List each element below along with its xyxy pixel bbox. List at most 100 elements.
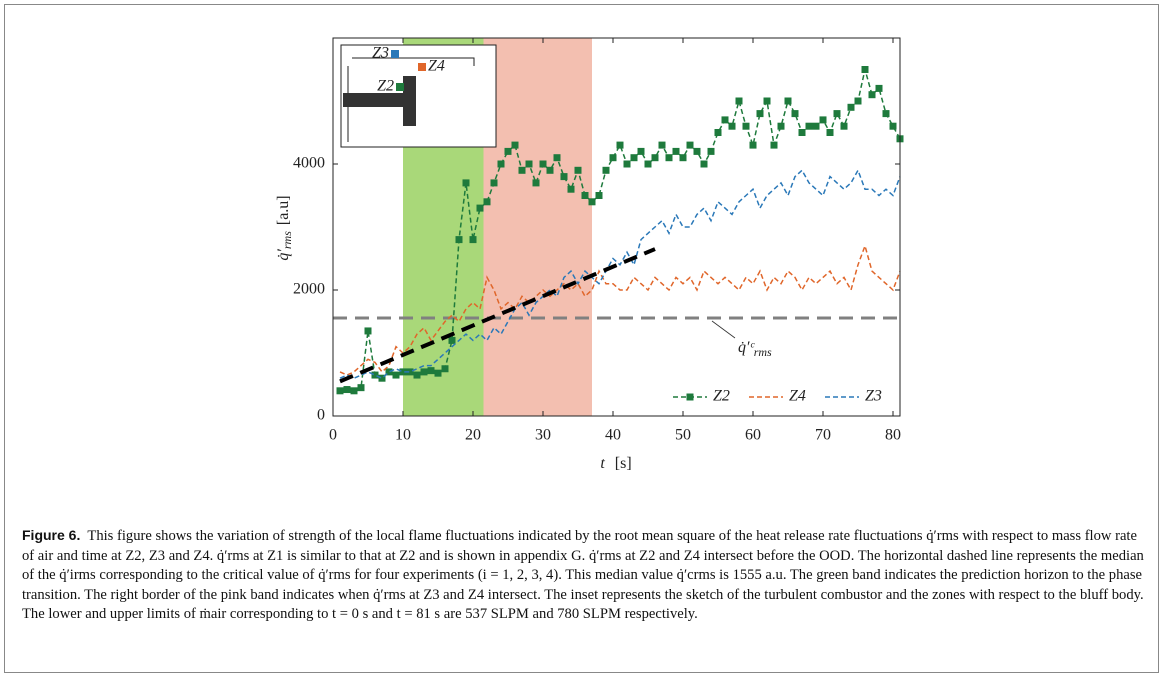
series-marker	[875, 84, 883, 92]
legend-label: Z3	[865, 388, 882, 405]
x-tick-label: 70	[815, 427, 831, 444]
series-marker	[406, 368, 414, 376]
y-label: q̇′rms [a.u]	[275, 195, 294, 260]
series-marker	[742, 122, 750, 130]
y-label-unit: [a.u]	[275, 195, 292, 225]
annotation-arrow	[711, 320, 736, 339]
series-marker	[819, 116, 827, 124]
x-label-unit: [s]	[615, 455, 632, 472]
x-tick-label: 60	[745, 427, 761, 444]
series-marker	[609, 154, 617, 162]
series-marker	[546, 166, 554, 174]
x-label: t [s]	[600, 455, 631, 472]
series-marker	[651, 154, 659, 162]
series-marker	[623, 160, 631, 168]
series-marker	[553, 154, 561, 162]
series-marker	[700, 160, 708, 168]
series-marker	[763, 97, 771, 105]
series-marker	[686, 141, 694, 149]
series-marker	[574, 166, 582, 174]
series-marker	[784, 97, 792, 105]
x-tick-label: 10	[395, 427, 411, 444]
legend-label: Z4	[789, 388, 806, 405]
y-tick-label: 0	[317, 407, 325, 424]
series-marker	[812, 122, 820, 130]
x-tick-label: 80	[885, 427, 901, 444]
series-marker	[588, 198, 596, 206]
series-marker	[357, 384, 365, 392]
series-marker	[336, 387, 344, 395]
x-tick-label: 20	[465, 427, 481, 444]
series-marker	[539, 160, 547, 168]
series-marker	[847, 103, 855, 111]
inset-bluff	[403, 76, 416, 126]
inset: Z3 Z4 Z2	[340, 44, 497, 148]
series-marker	[371, 371, 379, 379]
series-marker	[840, 122, 848, 130]
series-marker	[826, 129, 834, 136]
series-marker	[385, 368, 393, 376]
series-marker	[644, 160, 652, 168]
series-marker	[658, 141, 666, 149]
series-marker	[462, 179, 470, 187]
chart: q̇′rms[a.u] t [s] q̇′ᶜrms 0 10 20 30 40 50 60 70…	[275, 37, 904, 472]
series-marker	[854, 97, 862, 105]
series-marker	[637, 147, 645, 155]
series-marker	[602, 166, 610, 174]
series-marker	[518, 166, 526, 174]
inset-duct	[343, 93, 405, 107]
series-marker	[882, 110, 890, 118]
series-marker	[616, 141, 624, 149]
annotation-sub: rms	[754, 345, 772, 359]
series-marker	[469, 236, 477, 244]
series-marker	[490, 179, 498, 187]
series-marker	[392, 371, 400, 379]
series-marker	[679, 154, 687, 162]
series-marker	[476, 204, 484, 212]
series-marker	[735, 97, 743, 105]
y-label-symbol: q̇′	[275, 249, 292, 261]
series-marker	[441, 365, 449, 373]
inset-zone	[391, 50, 399, 58]
x-tick-label: 30	[535, 427, 551, 444]
series-marker	[693, 147, 701, 155]
figure-frame	[4, 4, 1159, 673]
legend-label: Z2	[713, 388, 730, 405]
series-marker	[525, 160, 533, 168]
series-marker	[798, 129, 806, 136]
series-marker	[399, 368, 407, 376]
series-marker	[861, 66, 869, 73]
series-marker	[770, 141, 778, 149]
inset-zone	[396, 83, 404, 91]
x-tick-label: 40	[605, 427, 621, 444]
series-marker	[497, 160, 505, 168]
series-line	[339, 168, 901, 380]
series-marker	[483, 198, 491, 206]
series-marker	[434, 369, 442, 377]
legend-box	[665, 384, 895, 410]
series-marker	[714, 129, 722, 136]
series-marker	[707, 147, 715, 155]
caption-text: This figure shows the variation of stren…	[22, 528, 1144, 622]
inset-zone	[418, 63, 426, 71]
median-annotation: q̇′ᶜrms	[738, 339, 772, 359]
series-marker	[427, 367, 435, 375]
legend-marker	[686, 393, 694, 401]
series-marker	[833, 110, 841, 118]
series-marker	[721, 116, 729, 124]
series-marker	[567, 185, 575, 193]
series-marker	[777, 122, 785, 130]
series-marker	[448, 336, 456, 344]
band	[483, 38, 592, 416]
series-marker	[791, 110, 799, 118]
series-marker	[595, 192, 603, 199]
series-marker	[581, 192, 589, 199]
series-marker	[749, 141, 757, 149]
y-label-sub: rms	[280, 231, 294, 249]
series-marker	[504, 147, 512, 155]
series-marker	[868, 91, 876, 99]
series-marker	[511, 141, 519, 149]
series-marker	[413, 371, 421, 379]
inset-label: Z4	[428, 58, 445, 75]
series-line	[339, 243, 901, 376]
